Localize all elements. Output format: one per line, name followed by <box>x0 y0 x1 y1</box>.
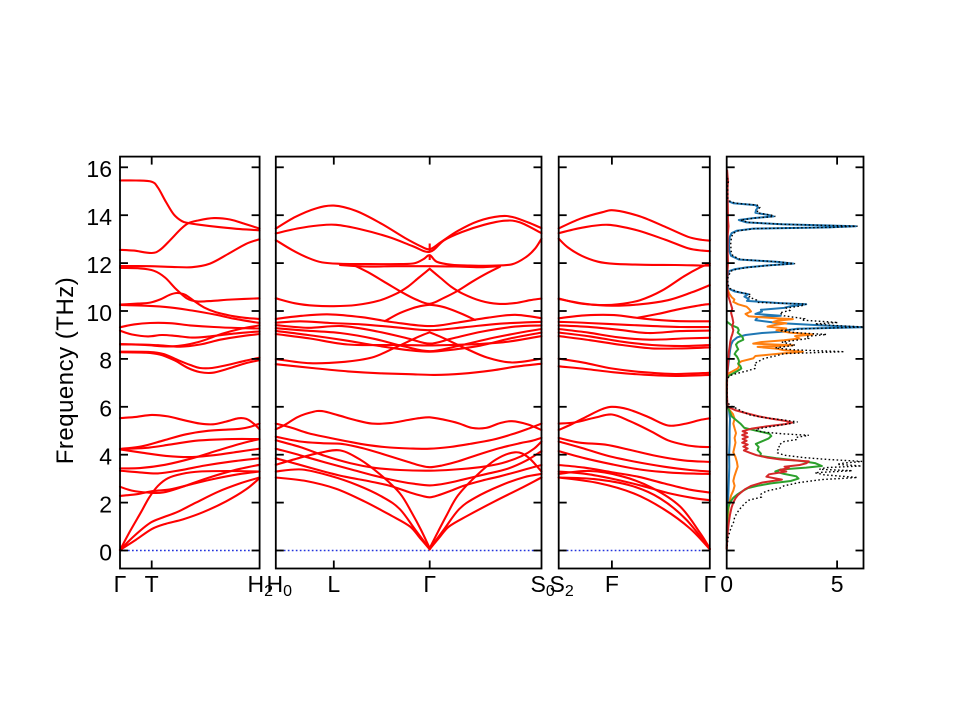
svg-text:5: 5 <box>831 571 844 597</box>
svg-text:Γ: Γ <box>114 571 127 597</box>
svg-text:S0: S0 <box>531 571 555 600</box>
svg-text:10: 10 <box>86 300 112 326</box>
svg-text:2: 2 <box>99 491 112 517</box>
svg-text:16: 16 <box>86 156 112 182</box>
svg-text:8: 8 <box>99 348 112 374</box>
svg-text:T: T <box>145 571 159 597</box>
svg-text:6: 6 <box>99 396 112 422</box>
svg-text:Γ: Γ <box>423 571 436 597</box>
svg-text:0: 0 <box>99 539 112 565</box>
svg-text:4: 4 <box>99 444 112 470</box>
svg-text:14: 14 <box>86 204 112 230</box>
svg-text:0: 0 <box>720 571 733 597</box>
svg-text:12: 12 <box>86 252 112 278</box>
svg-text:F: F <box>605 571 619 597</box>
svg-text:Γ: Γ <box>703 571 716 597</box>
svg-text:Frequency (THz): Frequency (THz) <box>52 277 79 465</box>
svg-text:L: L <box>327 571 340 597</box>
